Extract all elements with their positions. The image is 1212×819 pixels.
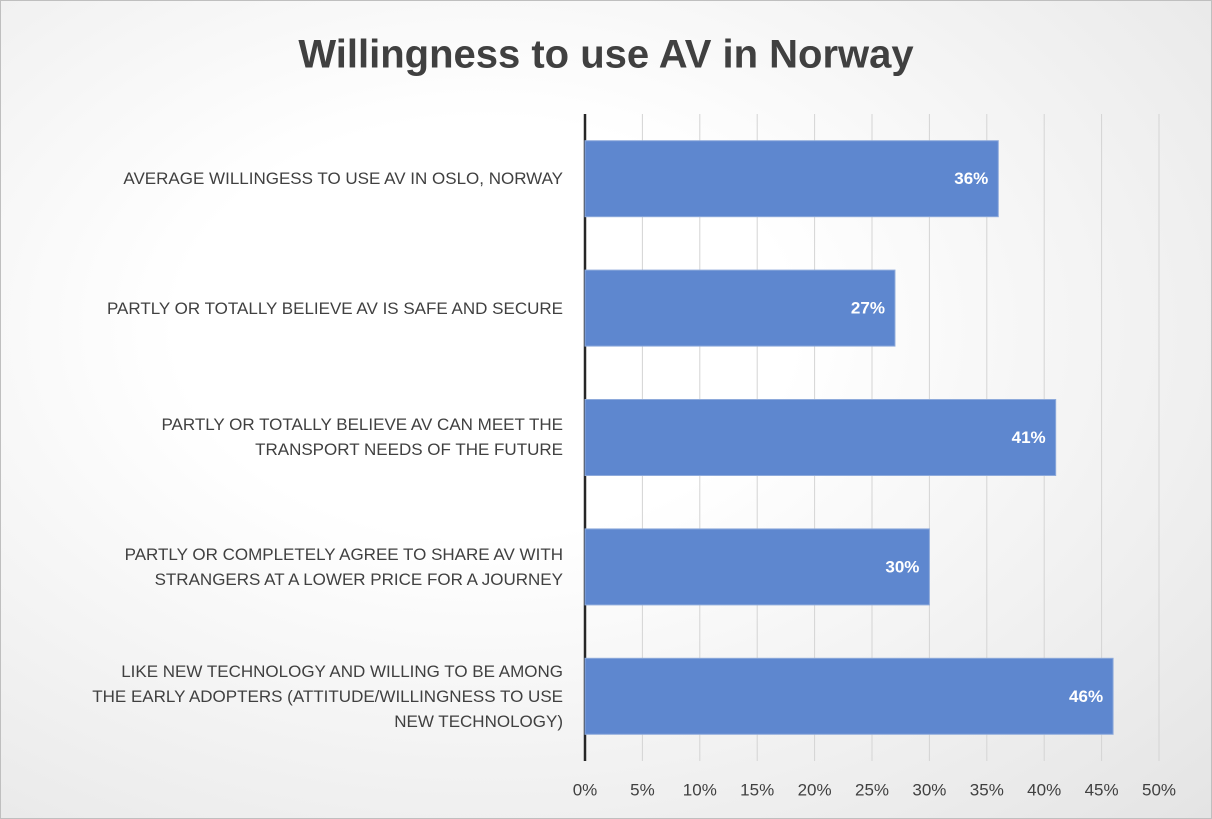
- data-label: 30%: [885, 557, 919, 576]
- bar: [584, 140, 999, 218]
- y-tick-label: PARTLY OR TOTALLY BELIEVE AV IS SAFE AND…: [106, 298, 563, 318]
- y-tick-label: AVERAGE WILLINGESS TO USE AV IN OSLO, NO…: [123, 169, 563, 189]
- y-tick-label: PARTLY OR COMPLETELY AGREE TO SHARE AV W…: [124, 544, 563, 589]
- bar: [584, 528, 930, 606]
- x-tick-label: 15%: [740, 780, 774, 799]
- chart-title: Willingness to use AV in Norway: [298, 33, 914, 77]
- bar: [584, 269, 896, 347]
- data-label: 27%: [851, 299, 885, 318]
- x-tick-label: 40%: [1027, 780, 1061, 799]
- bar: [584, 399, 1057, 476]
- x-tick-label: 25%: [855, 780, 889, 799]
- x-tick-label: 45%: [1085, 780, 1119, 799]
- x-tick-label: 30%: [912, 780, 946, 799]
- x-tick-label: 5%: [630, 780, 655, 799]
- y-tick-label: PARTLY OR TOTALLY BELIEVE AV CAN MEET TH…: [161, 415, 563, 460]
- data-label: 36%: [954, 169, 988, 188]
- x-tick-label: 20%: [798, 780, 832, 799]
- x-tick-label: 35%: [970, 780, 1004, 799]
- x-tick-label: 0%: [573, 780, 598, 799]
- data-label: 46%: [1069, 687, 1103, 706]
- bar: [584, 657, 1114, 735]
- y-tick-label: LIKE NEW TECHNOLOGY AND WILLING TO BE AM…: [92, 661, 563, 731]
- x-tick-label: 10%: [683, 780, 717, 799]
- x-tick-label: 50%: [1142, 780, 1176, 799]
- data-label: 41%: [1012, 428, 1046, 447]
